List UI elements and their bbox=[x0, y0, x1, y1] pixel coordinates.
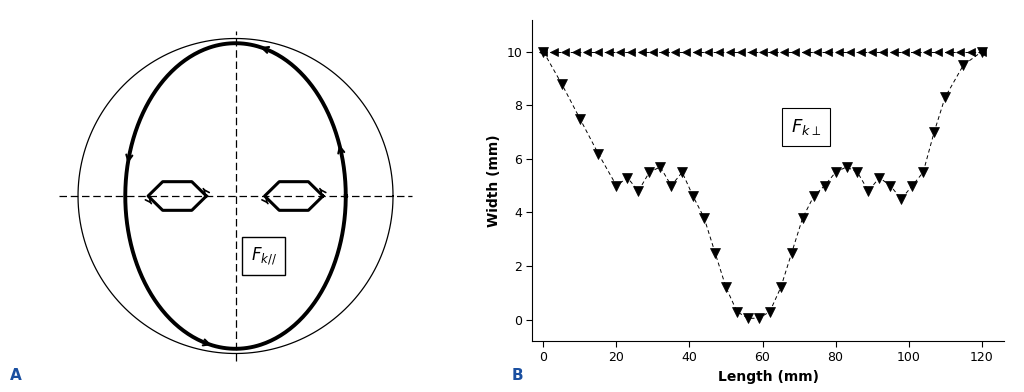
X-axis label: Length (mm): Length (mm) bbox=[718, 370, 818, 384]
Text: $F_{k\perp}$: $F_{k\perp}$ bbox=[792, 117, 821, 137]
Text: $F_{k//}$: $F_{k//}$ bbox=[251, 245, 276, 267]
Text: B: B bbox=[512, 368, 523, 383]
Text: A: A bbox=[10, 368, 22, 383]
Y-axis label: Width (mm): Width (mm) bbox=[486, 134, 501, 227]
